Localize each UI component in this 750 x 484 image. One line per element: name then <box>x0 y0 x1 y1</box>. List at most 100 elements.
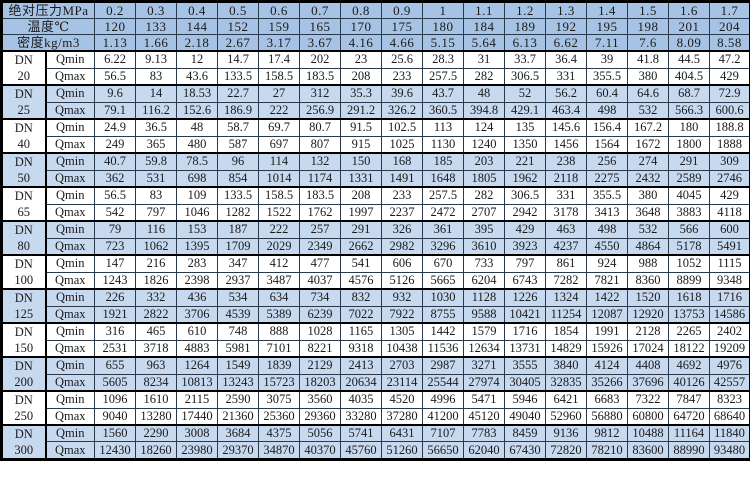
qmin-cell: 395 <box>463 220 505 239</box>
qmax-cell: 1522 <box>258 203 300 222</box>
qmax-label: Qmax <box>45 203 95 222</box>
qmax-cell: 697 <box>258 135 300 154</box>
qmax-cell: 380 <box>627 67 669 86</box>
qmin-cell: 1839 <box>258 356 300 375</box>
qmin-cell: 1324 <box>545 288 587 307</box>
header-value-cell: 5.64 <box>463 34 505 52</box>
qmin-cell: 1226 <box>504 288 546 307</box>
qmin-cell: 2129 <box>299 356 341 375</box>
qmin-cell: 748 <box>217 322 259 341</box>
qmin-cell: 203 <box>463 152 505 171</box>
header-value-cell: 0.2 <box>94 1 136 19</box>
qmin-cell: 132 <box>299 152 341 171</box>
qmin-cell: 1442 <box>422 322 464 341</box>
qmax-cell: 14586 <box>709 305 750 324</box>
qmin-cell: 4035 <box>340 390 382 409</box>
qmin-cell: 1030 <box>422 288 464 307</box>
dn-group-qmax-row: Qmax 9040 13280 17440 21360 25360 29360 33280 37… <box>2 407 750 426</box>
qmax-cell: 49040 <box>504 407 546 426</box>
dn-group-qmin-row: DN 250 Qmin 1096 1610 2115 2590 3075 3560 4035 452… <box>1 390 750 426</box>
qmax-cell: 13731 <box>504 339 546 358</box>
qmin-cell: 1549 <box>217 356 259 375</box>
qmin-cell: 150 <box>340 152 382 171</box>
qmin-cell: 180 <box>668 118 710 137</box>
qmax-cell: 2942 <box>504 203 546 222</box>
qmax-cell: 56.5 <box>94 67 136 86</box>
qmin-cell: 208 <box>340 186 382 205</box>
qmax-cell: 1456 <box>545 135 587 154</box>
dn-group-qmax-row: Qmax 5605 8234 10813 13243 15723 18203 20634 231… <box>2 373 750 392</box>
qmin-cell: 68.7 <box>668 84 710 103</box>
qmax-cell: 158.5 <box>258 67 300 86</box>
qmin-cell: 3560 <box>299 390 341 409</box>
qmin-cell: 79 <box>94 220 136 239</box>
qmin-cell: 6421 <box>545 390 587 409</box>
qmin-cell: 1618 <box>668 288 710 307</box>
qmin-cell: 102.5 <box>381 118 423 137</box>
qmax-cell: 208 <box>340 67 382 86</box>
qmin-cell: 9.13 <box>135 50 177 69</box>
header-value-cell: 204 <box>709 18 750 35</box>
qmax-cell: 1800 <box>668 135 710 154</box>
qmin-cell: 600 <box>709 220 750 239</box>
qmax-cell: 3648 <box>627 203 669 222</box>
dn-group-qmin-row: DN 65 Qmin 56.5 83 109 133.5 158.5 183.5 208 233 25… <box>1 186 750 222</box>
qmax-cell: 9040 <box>94 407 136 426</box>
dn-group-qmax-row: Qmax 362 531 698 854 1014 1174 1331 1491 1648 1805… <box>2 169 750 188</box>
qmax-cell: 72820 <box>545 441 587 460</box>
dn-group-qmax-row: Qmax 79.1 116.2 152.6 186.9 222 256.9 291.2 326.… <box>2 101 750 120</box>
qmin-cell: 2402 <box>709 322 750 341</box>
qmax-cell: 2982 <box>381 237 423 256</box>
qmin-label: Qmin <box>45 424 95 443</box>
qmin-cell: 1128 <box>463 288 505 307</box>
qmin-cell: 167.2 <box>627 118 669 137</box>
qmin-cell: 40.7 <box>94 152 136 171</box>
qmin-cell: 72.9 <box>709 84 750 103</box>
qmax-label: Qmax <box>45 305 95 324</box>
qmin-cell: 2987 <box>422 356 464 375</box>
qmin-cell: 4996 <box>422 390 464 409</box>
qmin-cell: 7107 <box>422 424 464 443</box>
qmin-cell: 145.6 <box>545 118 587 137</box>
steam-flow-rate-table: 绝对压力MPa 0.2 0.3 0.4 0.5 0.6 0.7 0.8 0.9 1 1.1 1.2 1.… <box>0 0 750 461</box>
qmax-cell: 1672 <box>627 135 669 154</box>
qmax-cell: 1282 <box>217 203 259 222</box>
qmax-cell: 60800 <box>627 407 669 426</box>
qmin-cell: 670 <box>422 254 464 273</box>
qmax-cell: 463.4 <box>545 101 587 120</box>
qmax-cell: 9588 <box>463 305 505 324</box>
qmax-cell: 498 <box>586 101 628 120</box>
qmax-cell: 2746 <box>709 169 750 188</box>
qmin-cell: 47.2 <box>709 50 750 69</box>
qmax-cell: 42557 <box>709 373 750 392</box>
qmax-cell: 9318 <box>340 339 382 358</box>
qmax-cell: 10438 <box>381 339 423 358</box>
qmax-cell: 1921 <box>94 305 136 324</box>
dn-prefix: DN <box>14 155 33 169</box>
qmax-cell: 40126 <box>668 373 710 392</box>
qmax-cell: 1805 <box>463 169 505 188</box>
qmin-cell: 4124 <box>586 356 628 375</box>
qmax-cell: 1025 <box>381 135 423 154</box>
header-value-cell: 1.6 <box>668 1 710 19</box>
qmin-cell: 22.7 <box>217 84 259 103</box>
qmin-cell: 221 <box>504 152 546 171</box>
steam-flow-rate-page: 绝对压力MPa 0.2 0.3 0.4 0.5 0.6 0.7 0.8 0.9 1 1.1 1.2 1.… <box>0 0 750 461</box>
qmax-cell: 1395 <box>176 237 218 256</box>
qmin-cell: 963 <box>135 356 177 375</box>
qmax-cell: 282 <box>463 67 505 86</box>
dn-prefix: DN <box>14 223 33 237</box>
qmin-cell: 83 <box>135 186 177 205</box>
qmin-cell: 6.22 <box>94 50 136 69</box>
header-value-cell: 120 <box>94 18 136 35</box>
qmin-cell: 8323 <box>709 390 750 409</box>
qmin-cell: 541 <box>340 254 382 273</box>
qmin-cell: 5741 <box>340 424 382 443</box>
qmax-cell: 7821 <box>586 271 628 290</box>
qmin-cell: 312 <box>299 84 341 103</box>
qmax-cell: 93480 <box>709 441 750 460</box>
header-value-cell: 1.4 <box>586 1 628 19</box>
qmax-cell: 13753 <box>668 305 710 324</box>
qmax-label: Qmax <box>45 373 95 392</box>
qmax-cell: 1826 <box>135 271 177 290</box>
